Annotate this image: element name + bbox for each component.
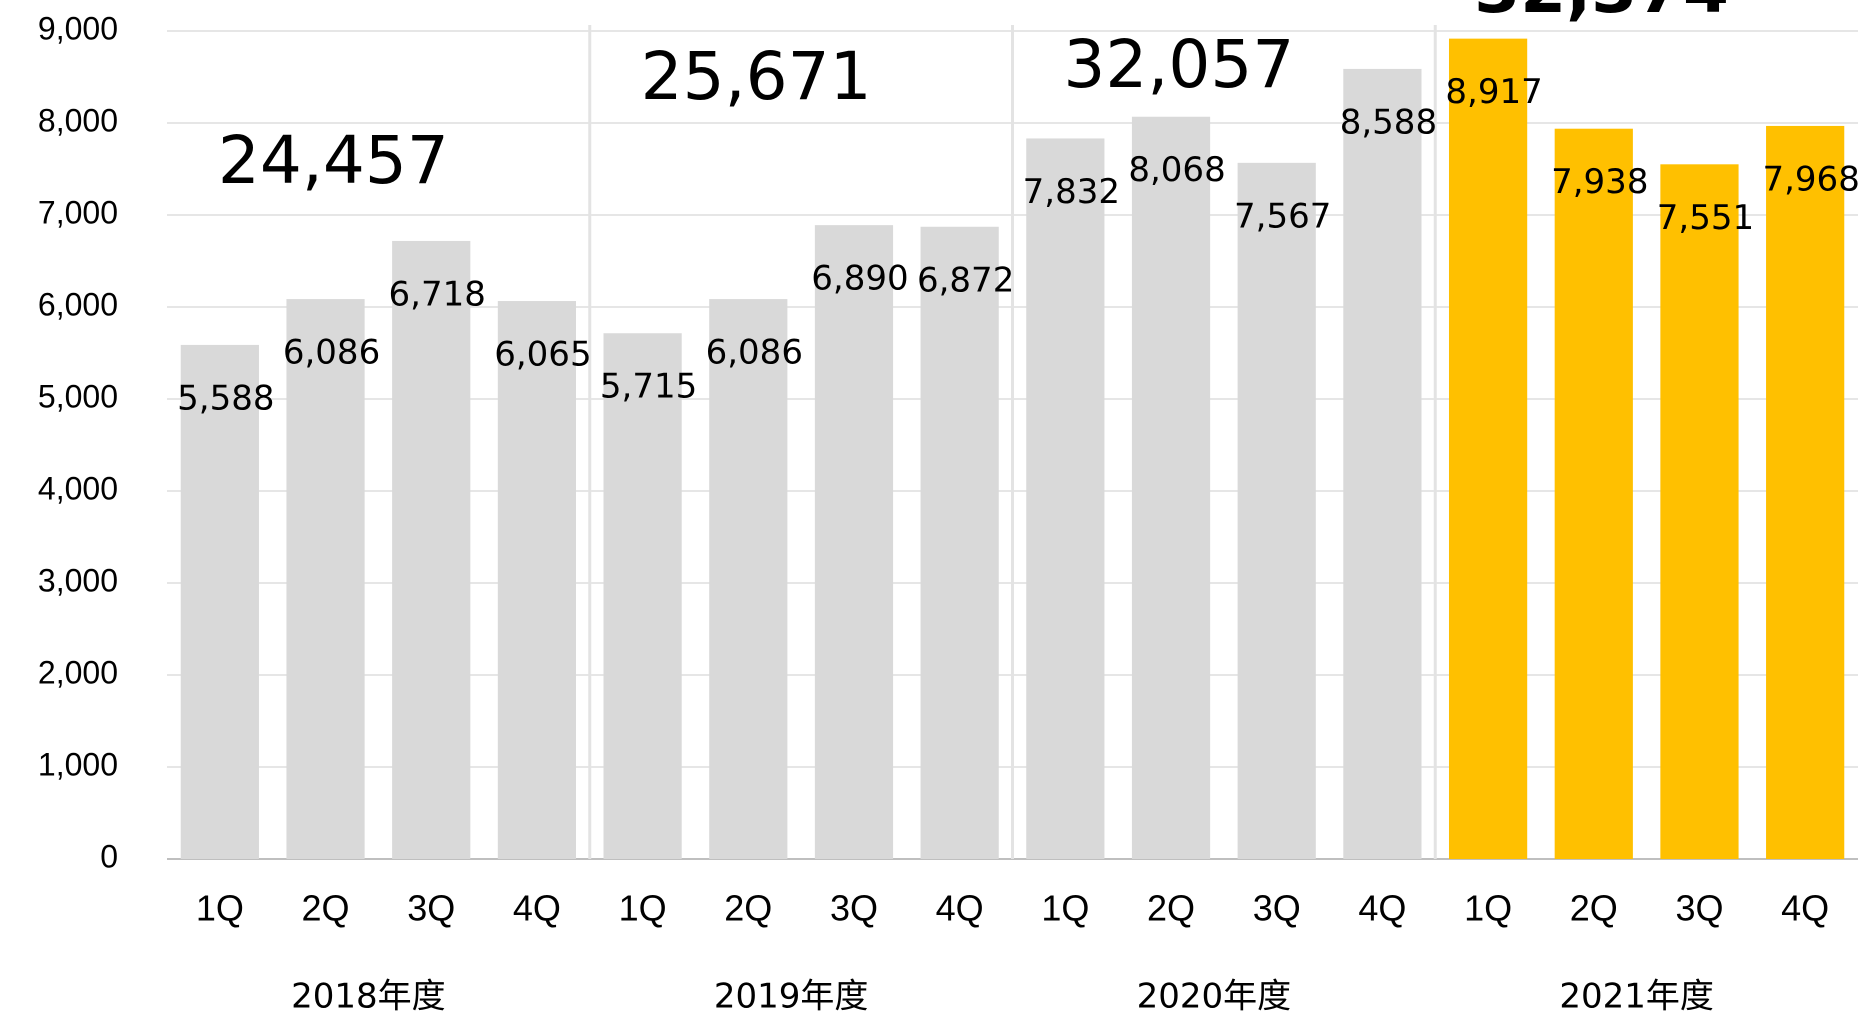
value-label: 5,715 bbox=[600, 367, 697, 407]
group-label: 2021年度 bbox=[1559, 977, 1714, 1017]
bar bbox=[180, 344, 259, 859]
y-tick-label: 6,000 bbox=[38, 286, 118, 322]
value-label: 7,551 bbox=[1657, 198, 1754, 238]
group-label: 2019年度 bbox=[714, 977, 869, 1017]
bar bbox=[286, 299, 365, 859]
x-tick-label: 1Q bbox=[1464, 888, 1512, 929]
group-total: 24,457 bbox=[218, 122, 449, 199]
value-label: 6,086 bbox=[283, 333, 380, 373]
group-label: 2020年度 bbox=[1137, 977, 1292, 1017]
bar bbox=[1766, 125, 1845, 860]
group-total: 25,671 bbox=[641, 38, 872, 115]
bar bbox=[709, 299, 788, 859]
x-tick-label: 3Q bbox=[1253, 888, 1301, 929]
y-tick-label: 5,000 bbox=[38, 378, 118, 414]
x-tick-label: 1Q bbox=[1041, 888, 1089, 929]
x-tick-label: 3Q bbox=[830, 888, 878, 929]
group-total: 32,374 bbox=[1474, 0, 1729, 28]
y-tick-label: 7,000 bbox=[38, 194, 118, 230]
value-label: 5,588 bbox=[177, 378, 274, 418]
value-label: 6,872 bbox=[917, 260, 1014, 300]
x-tick-label: 2Q bbox=[1570, 888, 1618, 929]
x-tick-label: 4Q bbox=[936, 888, 984, 929]
x-tick-label: 2Q bbox=[1147, 888, 1195, 929]
x-tick-label: 3Q bbox=[407, 888, 455, 929]
bar bbox=[814, 225, 894, 859]
value-label: 7,567 bbox=[1234, 196, 1331, 236]
group-total: 32,057 bbox=[1063, 26, 1294, 103]
value-label: 8,917 bbox=[1445, 72, 1542, 112]
y-tick-label: 9,000 bbox=[38, 10, 118, 46]
value-label: 6,718 bbox=[389, 274, 486, 314]
value-label: 7,968 bbox=[1762, 159, 1859, 199]
bar bbox=[497, 301, 577, 859]
value-label: 6,086 bbox=[706, 333, 803, 373]
x-tick-label: 3Q bbox=[1675, 888, 1723, 929]
value-label: 8,588 bbox=[1340, 102, 1437, 142]
x-tick-label: 2Q bbox=[724, 888, 772, 929]
y-tick-label: 2,000 bbox=[38, 654, 118, 690]
bar bbox=[392, 240, 471, 860]
x-tick-label: 4Q bbox=[1358, 888, 1406, 929]
x-tick-label: 1Q bbox=[619, 888, 667, 929]
y-tick-label: 3,000 bbox=[38, 562, 118, 598]
y-tick-label: 1,000 bbox=[38, 746, 118, 782]
y-tick-label: 8,000 bbox=[38, 102, 118, 138]
bar bbox=[603, 333, 682, 860]
x-tick-label: 4Q bbox=[513, 888, 561, 929]
bar bbox=[1448, 38, 1528, 860]
value-label: 7,938 bbox=[1551, 162, 1648, 202]
value-label: 8,068 bbox=[1128, 150, 1225, 190]
y-tick-label: 4,000 bbox=[38, 470, 118, 506]
bar bbox=[1026, 138, 1105, 859]
value-label: 7,832 bbox=[1023, 172, 1120, 212]
bar bbox=[1237, 162, 1316, 859]
bar bbox=[1554, 128, 1633, 860]
x-tick-label: 2Q bbox=[302, 888, 350, 929]
bar bbox=[1343, 68, 1422, 860]
bar bbox=[920, 226, 999, 859]
group-label: 2018年度 bbox=[291, 977, 446, 1017]
value-label: 6,890 bbox=[811, 259, 908, 299]
x-tick-label: 1Q bbox=[196, 888, 244, 929]
y-tick-label: 0 bbox=[100, 838, 118, 874]
bar bbox=[1660, 164, 1739, 860]
value-label: 6,065 bbox=[494, 335, 591, 375]
x-tick-label: 4Q bbox=[1781, 888, 1829, 929]
bar bbox=[1131, 116, 1211, 859]
